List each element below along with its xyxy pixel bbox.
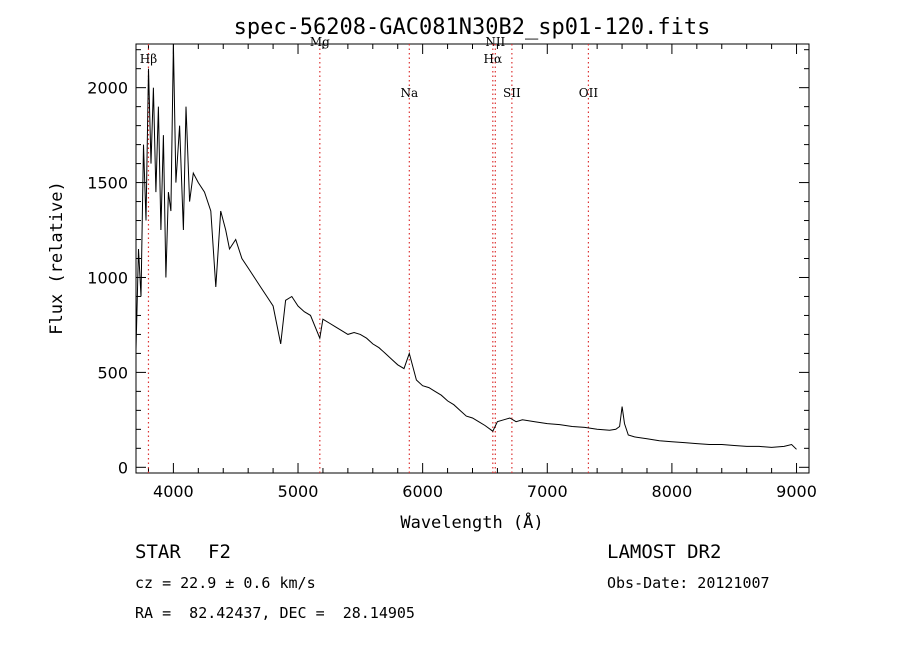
y-tick-label: 0 <box>118 458 128 477</box>
line-markers: Hβ Mg Na NII Hα SII OII <box>140 35 599 473</box>
redshift-value: cz = 22.9 ± 0.6 km/s <box>135 574 316 592</box>
y-tick-label: 1500 <box>87 174 128 193</box>
y-tick-label: 2000 <box>87 79 128 98</box>
y-tick-label: 1000 <box>87 268 128 287</box>
line-marker-label: Hβ <box>140 52 157 66</box>
x-tick-label: 4000 <box>153 482 194 501</box>
plot-frame <box>135 43 810 474</box>
x-tick-label: 8000 <box>652 482 693 501</box>
observation-date: Obs-Date: 20121007 <box>607 574 770 592</box>
line-marker-label: SII <box>503 86 521 100</box>
x-tick-label: 6000 <box>402 482 443 501</box>
y-axis-label: Flux (relative) <box>47 181 67 335</box>
line-marker-label: NII <box>485 35 505 49</box>
axis-ticks: 4000 5000 6000 7000 8000 9000 0 500 1000 1500 2000 <box>87 44 817 501</box>
x-tick-label: 7000 <box>527 482 568 501</box>
object-subclass: F2 <box>208 541 231 563</box>
line-marker-label: OII <box>579 86 599 100</box>
line-marker-label: Hα <box>484 52 503 66</box>
x-axis-label: Wavelength (Å) <box>400 511 543 533</box>
y-tick-label: 500 <box>97 363 128 382</box>
object-class: STAR <box>135 541 181 563</box>
x-tick-label: 5000 <box>278 482 319 501</box>
spectrum-line <box>135 43 797 450</box>
line-marker-label: Mg <box>310 35 330 49</box>
chart-title: spec-56208-GAC081N30B2_sp01-120.fits <box>234 15 711 40</box>
coordinates: RA = 82.42437, DEC = 28.14905 <box>135 604 415 622</box>
line-marker-label: Na <box>400 86 418 100</box>
data-release: LAMOST DR2 <box>607 541 722 563</box>
x-tick-label: 9000 <box>776 482 817 501</box>
